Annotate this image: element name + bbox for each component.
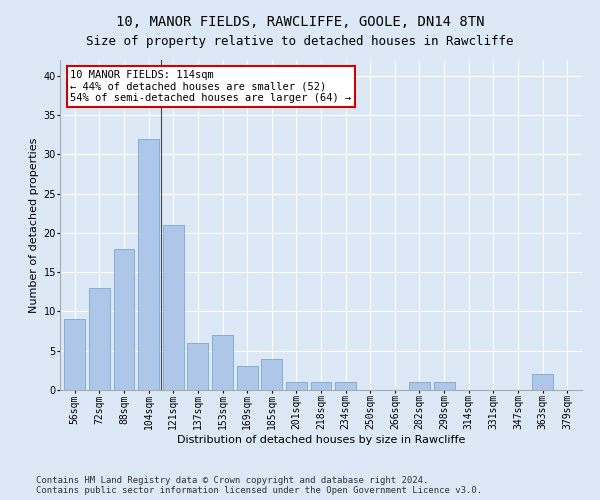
Text: 10 MANOR FIELDS: 114sqm
← 44% of detached houses are smaller (52)
54% of semi-de: 10 MANOR FIELDS: 114sqm ← 44% of detache… — [70, 70, 352, 103]
Bar — [335, 382, 356, 390]
Y-axis label: Number of detached properties: Number of detached properties — [29, 138, 39, 312]
Bar — [236, 366, 257, 390]
Bar — [212, 335, 233, 390]
Bar — [187, 343, 208, 390]
Bar — [64, 320, 85, 390]
Bar — [138, 138, 159, 390]
Text: 10, MANOR FIELDS, RAWCLIFFE, GOOLE, DN14 8TN: 10, MANOR FIELDS, RAWCLIFFE, GOOLE, DN14… — [116, 15, 484, 29]
Text: Contains HM Land Registry data © Crown copyright and database right 2024.
Contai: Contains HM Land Registry data © Crown c… — [36, 476, 482, 495]
Bar — [311, 382, 331, 390]
Bar — [434, 382, 455, 390]
Bar — [261, 358, 282, 390]
Bar — [89, 288, 110, 390]
X-axis label: Distribution of detached houses by size in Rawcliffe: Distribution of detached houses by size … — [177, 435, 465, 445]
Bar — [113, 248, 134, 390]
Text: Size of property relative to detached houses in Rawcliffe: Size of property relative to detached ho… — [86, 35, 514, 48]
Bar — [532, 374, 553, 390]
Bar — [163, 225, 184, 390]
Bar — [286, 382, 307, 390]
Bar — [409, 382, 430, 390]
